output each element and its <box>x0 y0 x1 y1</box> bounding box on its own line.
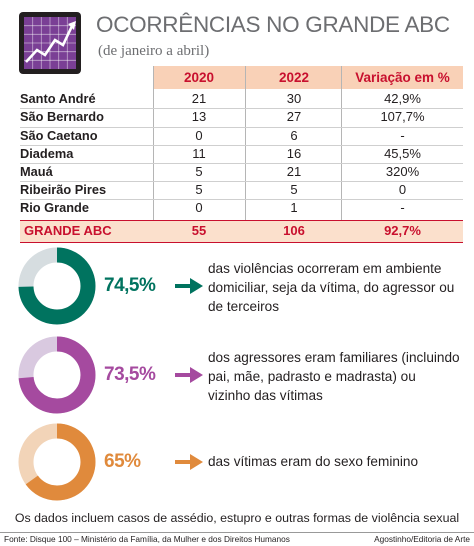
column-divider <box>153 66 154 243</box>
arrow-right-icon <box>175 278 203 294</box>
arrow-head <box>190 367 203 383</box>
row-divider <box>20 181 463 183</box>
value-2022: 1 <box>290 200 298 216</box>
column-divider <box>341 66 342 243</box>
value-2020: 5 <box>195 182 203 198</box>
value-2022: 30 <box>286 91 302 106</box>
municipality-name: Mauá <box>20 164 53 179</box>
variation-value: 107,7% <box>380 109 425 125</box>
arrow-head <box>190 278 203 294</box>
table-row: São Bernardo 13 27 107,7% <box>20 108 463 126</box>
value-2020: 0 <box>195 200 203 216</box>
stat-description: dos agressores eram familiares (incluind… <box>208 350 460 403</box>
stat-block: 65% das vítimas eram do sexo feminino <box>17 422 463 502</box>
row-divider <box>20 108 463 110</box>
stat-block: 74,5% das violências ocorreram em ambien… <box>17 246 463 326</box>
row-divider <box>20 163 463 164</box>
donut-segment <box>18 336 96 414</box>
table-row: Mauá 5 21 320% <box>20 163 463 181</box>
stat-percentage: 65% <box>104 451 141 472</box>
row-divider <box>20 144 463 146</box>
donut-chart <box>18 423 96 501</box>
value-2020: 11 <box>192 145 206 161</box>
variation-value: - <box>400 127 405 143</box>
donut-segment <box>18 247 96 325</box>
stat-percentage: 73,5% <box>104 364 156 385</box>
page-subtitle: (de janeiro a abril) <box>98 43 210 59</box>
variation-value: - <box>400 200 405 216</box>
col-2022-header: 2022 <box>278 70 310 85</box>
stat-description: das violências ocorreram em ambiente dom… <box>208 261 455 314</box>
col-2020-header: 2020 <box>183 70 215 85</box>
stat-block: 73,5% dos agressores eram familiares (in… <box>17 335 463 415</box>
municipality-name: Santo André <box>20 91 96 106</box>
total-name: GRANDE ABC <box>24 223 112 238</box>
arrow-head <box>190 454 203 470</box>
municipality-name: São Bernardo <box>20 109 104 125</box>
total-2022: 106 <box>283 223 305 238</box>
variation-value: 42,9% <box>384 91 421 106</box>
value-2022: 21 <box>286 164 302 179</box>
footer: Fonte: Disque 100 – Ministério da Famíli… <box>0 532 474 546</box>
value-2020: 0 <box>195 127 203 143</box>
arrow-shaft <box>175 284 192 288</box>
table-row: Santo André 21 30 42,9% <box>20 90 463 108</box>
col-variation-header: Variação em % <box>355 70 450 85</box>
table-row: Rio Grande 0 1 - <box>20 199 463 217</box>
page-title: OCORRÊNCIAS NO GRANDE ABC <box>96 12 450 37</box>
table-row: Ribeirão Pires 5 5 0 <box>20 181 463 199</box>
donut-chart <box>18 247 96 325</box>
municipality-name: São Caetano <box>20 127 98 143</box>
arrow-shaft <box>175 373 192 377</box>
value-2022: 6 <box>290 127 298 143</box>
source-credit: Fonte: Disque 100 – Ministério da Famíli… <box>4 534 290 544</box>
table-header <box>153 66 463 89</box>
art-credit: Agostinho/Editoria de Arte <box>374 534 470 544</box>
row-divider <box>20 199 463 201</box>
value-2022: 16 <box>286 145 302 161</box>
footnote: Os dados incluem casos de assédio, estup… <box>14 511 460 525</box>
table-total-row: GRANDE ABC 55 106 92,7% <box>20 220 463 243</box>
municipality-name: Rio Grande <box>20 200 89 216</box>
total-variation: 92,7% <box>384 223 421 238</box>
stat-percentage: 74,5% <box>104 275 156 296</box>
municipality-name: Diadema <box>20 145 74 161</box>
variation-value: 0 <box>398 182 407 198</box>
table-row: São Caetano 0 6 - <box>20 127 463 145</box>
value-2020: 21 <box>191 91 207 106</box>
row-divider <box>20 126 463 128</box>
value-2020: 13 <box>191 109 207 125</box>
donut-segment <box>18 423 96 501</box>
variation-value: 320% <box>385 164 420 179</box>
value-2020: 5 <box>195 164 203 179</box>
table-row: Diadema 11 16 45,5% <box>20 145 463 163</box>
stat-description: das vítimas eram do sexo feminino <box>208 454 419 469</box>
value-2022: 27 <box>286 109 302 125</box>
column-divider <box>245 66 246 243</box>
arrow-right-icon <box>175 454 203 470</box>
municipality-name: Ribeirão Pires <box>20 182 107 198</box>
arrow-right-icon <box>175 367 203 383</box>
donut-chart <box>18 336 96 414</box>
variation-value: 45,5% <box>384 145 421 161</box>
value-2022: 5 <box>290 182 298 198</box>
rising-line-chart-icon <box>19 12 81 74</box>
arrow-shaft <box>175 460 192 464</box>
total-2020: 55 <box>191 223 207 238</box>
